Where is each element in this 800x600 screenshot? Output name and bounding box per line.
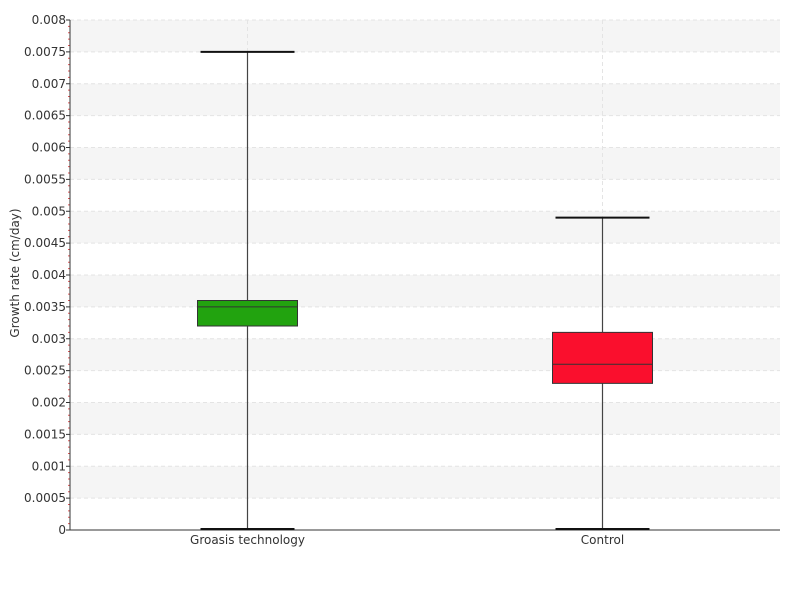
y-tick-label: 0 [58,523,66,537]
background-band [70,147,780,180]
background-band [70,20,780,52]
y-tick-label: 0.0035 [24,300,66,314]
y-tick-label: 0.005 [32,204,66,218]
y-tick-label: 0.0005 [24,491,66,505]
y-tick-label: 0.0045 [24,236,66,250]
box-groasis-technology [197,50,298,530]
y-tick-label: 0.002 [32,396,66,410]
box-series [197,50,653,530]
y-axis-title: Growth rate (cm/day) [8,208,22,337]
background-bands [70,20,780,499]
y-tick-label: 0.004 [32,268,66,282]
background-band [70,338,780,371]
y-tick-label: 0.0075 [24,45,66,59]
y-tick-label: 0.0015 [24,427,66,441]
y-tick-label: 0.007 [32,77,66,91]
y-tick-label: 0.008 [32,13,66,27]
box-control [552,216,653,530]
x-category-label: Groasis technology [190,533,305,547]
iqr-box [197,300,298,327]
y-tick-label: 0.0065 [24,109,66,123]
y-tick-label: 0.003 [32,332,66,346]
background-band [70,211,780,244]
background-band [70,275,780,307]
y-tick-label: 0.0055 [24,172,66,186]
iqr-box [552,331,653,384]
y-tick-label: 0.001 [32,459,66,473]
x-category-label: Control [581,533,624,547]
y-axis: 0 0.0005 0.001 0.0015 0.002 0.0025 0.003 0.0035… [24,13,71,537]
y-tick-label: 0.0025 [24,364,66,378]
background-band [70,83,780,116]
background-band [70,402,780,435]
x-axis: Groasis technology Control [70,529,780,547]
y-tick-label: 0.006 [32,141,66,155]
background-band [70,466,780,499]
